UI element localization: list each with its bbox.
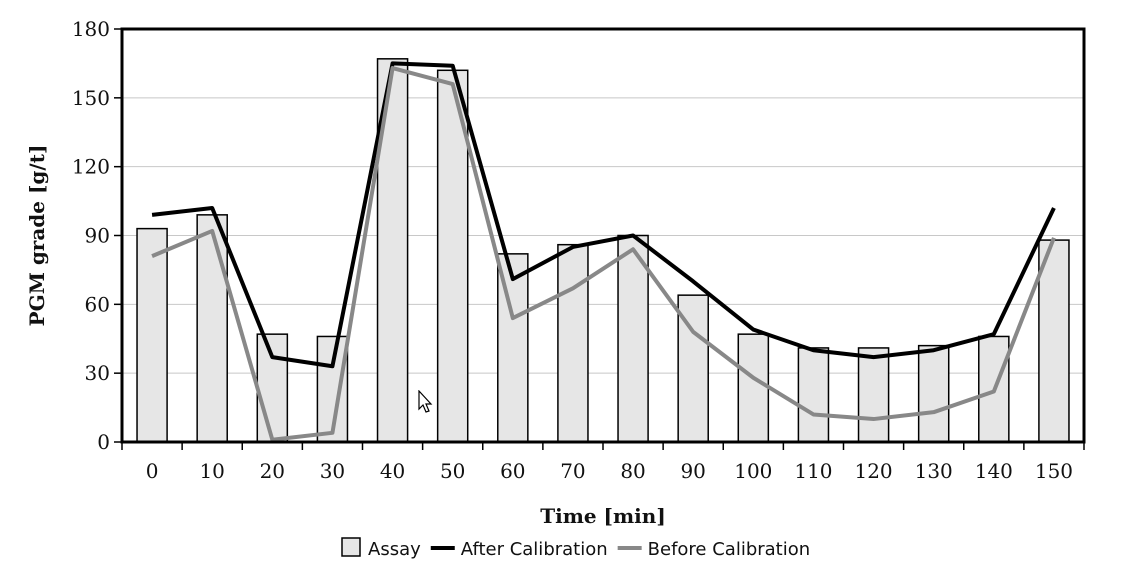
x-tick-label: 90 (680, 459, 705, 483)
line-before-calibration (151, 66, 1056, 442)
x-tick-label: 80 (620, 459, 645, 483)
gridlines (122, 97, 1084, 374)
bar-assay (737, 333, 770, 443)
legend-label: After Calibration (461, 539, 608, 560)
y-tick-label: 60 (85, 292, 110, 316)
bar-assay (857, 347, 890, 443)
legend-swatch-assay (341, 537, 361, 557)
x-tick-label: 10 (199, 459, 224, 483)
x-tick-label: 60 (500, 459, 525, 483)
y-tick-label: 150 (72, 86, 110, 110)
bar-assay (136, 227, 168, 443)
bar-assay (557, 243, 589, 443)
y-tick-label: 0 (97, 430, 110, 454)
bar-assay (797, 347, 830, 443)
x-axis-ticks: 0 10 20 30 40 50 60 70 80 90 100 110 120 130 140 150 (121, 442, 1085, 483)
y-tick-label: 30 (85, 361, 110, 385)
x-tick-label: 50 (440, 459, 465, 483)
line-after-calibration (151, 61, 1056, 369)
bar-assay (196, 214, 228, 443)
y-tick-label: 120 (72, 155, 110, 179)
x-tick-label: 140 (975, 459, 1013, 483)
x-tick-label: 70 (560, 459, 585, 483)
y-tick-label: 180 (72, 17, 110, 41)
y-tick-label: 90 (85, 224, 110, 248)
bar-assay (1038, 239, 1070, 443)
x-tick-label: 40 (380, 459, 405, 483)
y-axis-title: PGM grade [g/t] (25, 145, 49, 327)
bar-series-assay (136, 58, 1070, 443)
line-series (151, 61, 1056, 442)
x-tick-label: 30 (320, 459, 345, 483)
x-tick-label: 100 (734, 459, 772, 483)
x-axis-title: Time [min] (540, 504, 666, 528)
legend-label: Before Calibration (648, 539, 811, 560)
y-axis-ticks: 0 30 60 90 120 150 180 (72, 17, 122, 454)
mouse-pointer-icon (418, 390, 433, 413)
legend: Assay After Calibration Before Calibration (341, 537, 811, 560)
x-tick-label: 20 (260, 459, 285, 483)
bar-assay (917, 344, 950, 443)
x-tick-label: 120 (854, 459, 892, 483)
x-tick-label: 130 (915, 459, 953, 483)
x-tick-label: 150 (1035, 459, 1073, 483)
x-tick-label: 0 (146, 459, 159, 483)
x-tick-label: 110 (794, 459, 832, 483)
legend-label: Assay (368, 539, 421, 560)
bar-assay (256, 333, 289, 443)
